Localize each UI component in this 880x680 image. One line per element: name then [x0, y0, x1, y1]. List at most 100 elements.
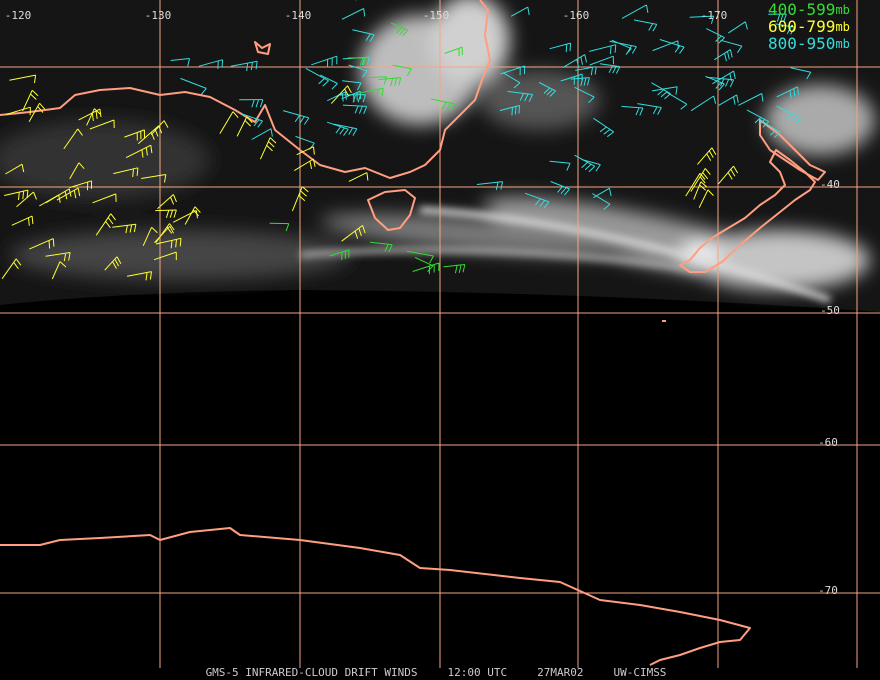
- lon-label: -130: [145, 9, 172, 22]
- wind-barb: [589, 55, 614, 66]
- wind-barb: [414, 256, 434, 272]
- wind-barb: [142, 226, 158, 247]
- lat-label: -70: [818, 584, 838, 597]
- wind-barb: [150, 120, 169, 136]
- wind-barb: [104, 256, 122, 271]
- clouds: [0, 0, 875, 290]
- wind-barb: [239, 99, 264, 108]
- wind-barb: [341, 225, 366, 242]
- wind-barb: [259, 137, 277, 160]
- lon-label: -150: [423, 9, 450, 22]
- wind-barb: [549, 42, 572, 53]
- wind-barb: [137, 125, 163, 144]
- wind-barb: [562, 54, 587, 69]
- wind-barb: [155, 223, 175, 243]
- wind-barb: [352, 29, 375, 42]
- wind-barb: [305, 67, 329, 87]
- wind-barb: [219, 111, 239, 134]
- wind-barb: [581, 159, 601, 172]
- wind-barb: [666, 92, 688, 110]
- wind-barb: [141, 174, 167, 183]
- wind-barb: [776, 105, 801, 125]
- wind-barb: [510, 6, 530, 17]
- wind-barb: [69, 162, 85, 180]
- wind-barb: [720, 39, 743, 53]
- wind-barb: [22, 89, 39, 112]
- wind-barb: [269, 222, 290, 232]
- wind-barb: [652, 40, 679, 52]
- wind-barb: [39, 194, 61, 207]
- wind-barb: [157, 194, 177, 210]
- wind-barb: [758, 118, 781, 138]
- legend-range: 400-599: [768, 0, 835, 19]
- legend-unit: mb: [835, 37, 849, 51]
- wind-barb: [621, 105, 644, 116]
- wind-barb: [412, 262, 440, 275]
- wind-barb: [348, 64, 368, 78]
- legend-entry: 800-950mb: [768, 34, 850, 53]
- lat-label: -60: [818, 436, 838, 449]
- wind-barb: [45, 252, 71, 262]
- wind-barb: [575, 66, 597, 76]
- wind-barb: [4, 189, 29, 201]
- wind-barb: [9, 74, 37, 84]
- footer-satellite: GMS-5 INFRARED-CLOUD DRIFT WINDS: [206, 666, 418, 679]
- footer-time: 12:00 UTC: [447, 666, 507, 679]
- legend-entry: 600-799mb: [768, 17, 850, 36]
- wind-barb: [609, 40, 637, 54]
- wind-barb: [184, 206, 201, 225]
- wind-barb: [282, 110, 310, 125]
- wind-barb: [56, 187, 81, 201]
- wind-barb: [127, 271, 152, 281]
- wind-barb: [341, 8, 366, 20]
- wind-barb: [746, 109, 770, 128]
- wind-barb: [549, 160, 571, 171]
- wind-barb: [294, 158, 316, 172]
- wind-barb: [198, 59, 224, 69]
- wind-barb: [690, 168, 711, 192]
- wind-barbs: [1, 0, 812, 281]
- wind-barb: [633, 19, 658, 32]
- wind-barb: [406, 250, 434, 264]
- wind-barb: [728, 21, 748, 34]
- wind-barb: [28, 102, 46, 122]
- legend-range: 600-799: [768, 17, 835, 36]
- wind-barb: [685, 172, 706, 197]
- wind-barb: [251, 128, 273, 140]
- longitude-labels: -120 -130 -140 -150 -160 -170: [5, 9, 728, 22]
- cloud-streaks: [299, 207, 831, 303]
- wind-barb: [499, 105, 520, 116]
- wind-barb: [78, 108, 102, 121]
- wind-barb: [291, 186, 309, 212]
- wind-barb: [444, 46, 463, 57]
- wind-barb: [180, 77, 207, 95]
- wind-barb: [570, 77, 590, 87]
- wind-barb: [502, 72, 521, 89]
- wind-barb: [698, 189, 714, 208]
- wind-barb: [718, 94, 739, 106]
- lat-label: -50: [820, 304, 840, 317]
- wind-barb: [153, 251, 177, 261]
- wind-barb: [230, 60, 258, 72]
- footer-date: 27MAR02: [537, 666, 583, 679]
- wind-barb: [155, 209, 177, 218]
- wind-barb: [593, 117, 614, 138]
- wind-barb: [430, 98, 456, 112]
- wind-barb: [370, 241, 393, 253]
- legend-entry: 400-599mb: [768, 0, 850, 19]
- wind-barb: [63, 128, 83, 150]
- wind-barb: [538, 82, 556, 97]
- wind-barb: [690, 95, 717, 112]
- wind-barb: [790, 67, 812, 80]
- wind-barb: [16, 191, 37, 208]
- lon-label: -160: [563, 9, 590, 22]
- wind-barb: [706, 76, 735, 88]
- wind-barb: [95, 213, 116, 236]
- wind-barb: [112, 223, 137, 234]
- wind-barb: [241, 113, 263, 128]
- wind-barb: [11, 215, 34, 226]
- wind-barb: [390, 22, 409, 37]
- wind-barb: [330, 85, 352, 104]
- wind-barb: [333, 123, 358, 136]
